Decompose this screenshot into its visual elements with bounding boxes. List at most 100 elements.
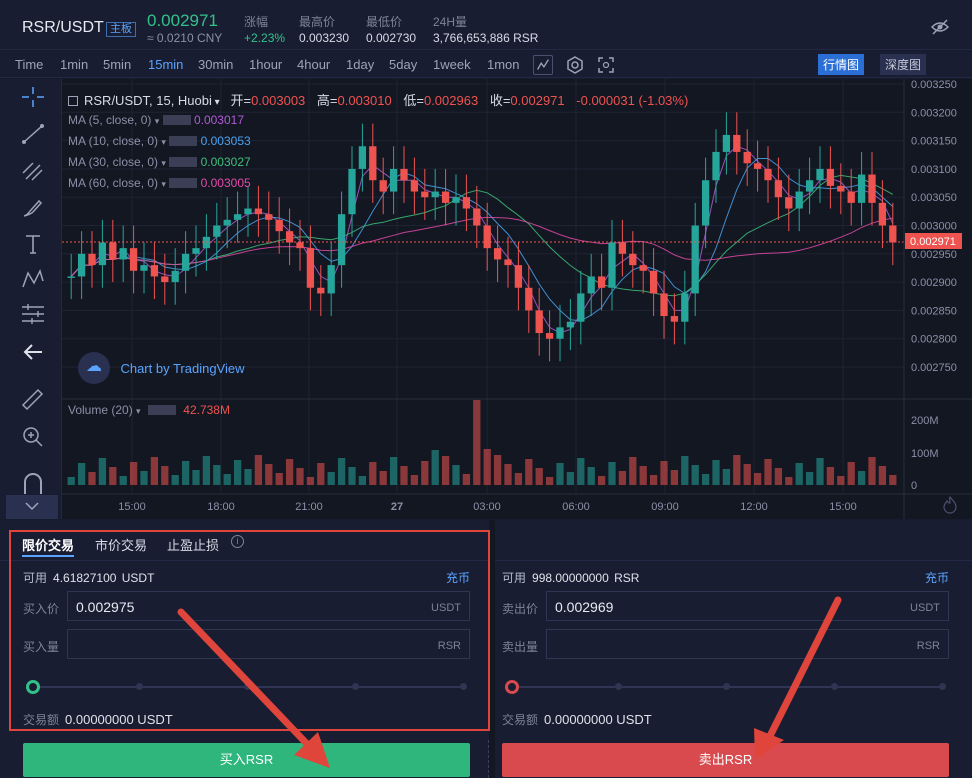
volume-bar [358,476,367,485]
candle-body [358,146,367,169]
volume-bar [410,475,419,485]
trend-line-icon[interactable] [20,122,46,146]
flame-icon [943,496,957,514]
volume-bar [171,475,179,485]
volume-label[interactable]: Volume (20) [68,403,133,417]
ma-legend: MA (5, close, 0) ▾ 0.003017 MA (10, clos… [68,110,251,194]
ma-5-label: MA (5, close, 0) [68,113,152,127]
buy-slider-knob[interactable] [26,680,40,694]
sell-deposit-link[interactable]: 充币 [925,571,950,585]
brush-icon[interactable] [20,196,46,220]
ma-5-row[interactable]: MA (5, close, 0) ▾ 0.003017 [68,113,244,127]
ma-30-row[interactable]: MA (30, close, 0) ▾ 0.003027 [68,155,251,169]
candle-body [483,225,491,249]
sell-price-input[interactable]: 0.002969 USDT [546,591,949,621]
fullscreen-icon[interactable] [596,55,616,75]
pattern-tool-icon[interactable] [20,267,46,291]
tab-depth-chart[interactable]: 深度图 [880,54,927,75]
ma-settings-icon[interactable] [169,136,198,146]
tab-stop-order[interactable]: 止盈止损 [167,538,220,553]
ma-60-row[interactable]: MA (60, close, 0) ▾ 0.003005 [68,176,251,190]
ma-settings-icon[interactable] [169,178,198,188]
interval-1week[interactable]: 1week [433,57,471,72]
tab-limit-order[interactable]: 限价交易 [22,535,75,557]
tab-market-order[interactable]: 市价交易 [95,538,148,553]
sell-button[interactable]: 卖出RSR [502,743,949,777]
ma-10-row[interactable]: MA (10, close, 0) ▾ 0.003053 [68,134,251,148]
collapse-toolbar-icon[interactable] [6,495,58,519]
candle-body [233,214,242,220]
buy-percent-slider[interactable] [26,680,468,694]
settings-icon[interactable] [565,55,585,75]
buy-button[interactable]: 买入RSR [23,743,470,777]
measure-tool-icon[interactable] [20,302,46,326]
pair-name[interactable]: RSR/USDT [22,19,104,36]
text-tool-icon[interactable] [20,232,46,256]
board-tag: 主板 [106,22,136,37]
interval-1mon[interactable]: 1mon [487,57,520,72]
volume-bar [389,457,398,485]
candle-body [639,265,647,271]
sell-qty-unit: RSR [916,640,940,652]
zoom-in-icon[interactable] [20,425,46,449]
candle-body [618,242,627,254]
ma-line [70,216,893,277]
chart-type-icon[interactable] [533,55,553,75]
interval-30min[interactable]: 30min [198,57,234,72]
candle-body [98,242,107,266]
magnet-icon[interactable] [20,472,46,496]
volume-bar [400,466,408,485]
crosshair-icon[interactable] [20,85,46,109]
buy-qty-unit: RSR [437,640,461,652]
collapse-legend-icon[interactable] [68,96,78,106]
interval-15min[interactable]: 15min [148,57,184,72]
volume-bar [701,474,710,485]
sell-slider-knob[interactable] [505,680,519,694]
interval-5min[interactable]: 5min [103,57,132,72]
sell-price-label: 卖出价 [502,602,539,616]
ma-settings-icon[interactable] [169,157,198,167]
candlestick-chart[interactable]: 0.003250 0.003200 0.003150 0.003100 0.003050… [56,79,972,519]
volume-bar [878,466,887,485]
volume-bar [597,476,606,485]
candle-body [275,219,283,232]
volume-bar [764,459,772,485]
sell-price-unit: USDT [910,602,940,614]
volume-bar [608,462,616,485]
current-price-tag: 0.002971 [910,236,956,248]
info-icon[interactable]: i [231,535,244,548]
volume-bar [348,467,356,485]
candle-body [161,276,169,283]
price-chart[interactable]: 0.003250 0.003200 0.003150 0.003100 0.003050… [56,79,972,519]
sell-qty-input[interactable]: RSR [546,629,949,659]
back-arrow-icon[interactable] [20,340,46,364]
hide-eye-icon[interactable] [931,19,949,35]
buy-qty-input[interactable]: RSR [67,629,470,659]
price-tick-label: 0.003200 [911,107,957,119]
interval-1min[interactable]: 1min [60,57,89,72]
ruler-icon[interactable] [20,387,46,411]
ma-settings-icon[interactable] [162,115,191,125]
candle-body [566,321,575,328]
candle-body [878,202,887,226]
interval-5day[interactable]: 5day [389,57,418,72]
sell-percent-slider[interactable] [505,680,947,694]
tab-market-chart[interactable]: 行情图 [818,54,865,75]
interval-4hour[interactable]: 4hour [297,57,331,72]
interval-1day[interactable]: 1day [346,57,375,72]
volume-settings-icon[interactable] [147,405,176,415]
volume-bar [795,463,803,485]
volume-bar [514,473,523,485]
volume-bar [452,465,460,485]
legend-title[interactable]: RSR/USDT, 15, Huobi [84,93,212,108]
buy-deposit-link[interactable]: 充币 [446,571,471,585]
interval-1hour[interactable]: 1hour [249,57,283,72]
volume-bar [306,477,315,485]
volume-bar [649,475,658,485]
ma-30-value: 0.003027 [200,155,251,169]
interval-time[interactable]: Time [15,57,44,72]
fib-tool-icon[interactable] [20,159,46,183]
buy-price-input[interactable]: 0.002975 USDT [67,591,470,621]
candle-body [701,180,710,226]
buy-available: 可用 4.61827100 USDT [23,569,154,586]
